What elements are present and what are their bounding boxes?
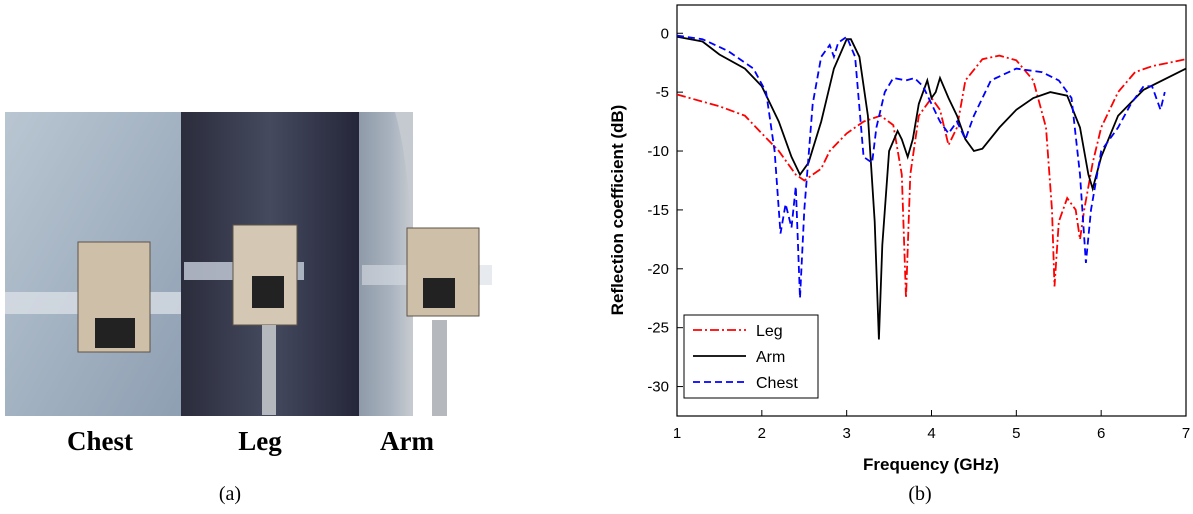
- y-axis-label: Reflection coefficient (dB): [608, 105, 627, 316]
- y-tick-label: 0: [661, 25, 669, 42]
- y-tick-label: -15: [647, 202, 669, 219]
- y-tick-label: -25: [647, 320, 669, 337]
- plot: 1 2 3 4 5 6 7 0 -5 -10 -15 -20 -25 -30 Leg Arm Chest: [647, 4, 1190, 442]
- y-tick-label: -10: [647, 143, 669, 160]
- photo-label: Leg: [238, 426, 282, 456]
- panel-label: (a): [219, 483, 241, 505]
- connector: [432, 320, 447, 416]
- y-tick-label: -30: [647, 379, 669, 396]
- x-tick-label: 7: [1182, 425, 1190, 442]
- x-tick-label: 4: [927, 425, 935, 442]
- antenna-ground: [252, 276, 284, 308]
- antenna: [232, 224, 298, 326]
- legend-label: Arm: [756, 349, 785, 366]
- y-tick-label: -5: [656, 84, 669, 101]
- x-tick-label: 5: [1012, 425, 1020, 442]
- legend-label: Chest: [756, 375, 798, 392]
- antenna-ground: [95, 318, 135, 348]
- photo-arm: [359, 112, 413, 416]
- panel-label: (b): [908, 483, 931, 505]
- x-axis-label: Frequency (GHz): [863, 455, 999, 474]
- photos: [5, 112, 492, 416]
- photo-label: Arm: [380, 426, 434, 456]
- series-line: [676, 35, 1187, 340]
- y-tick-label: -20: [647, 261, 669, 278]
- x-tick-label: 3: [842, 425, 850, 442]
- x-tick-label: 2: [758, 425, 766, 442]
- series-line: [676, 34, 1166, 299]
- connector: [262, 325, 276, 415]
- photo-label: Chest: [67, 426, 133, 456]
- x-tick-label: 1: [673, 425, 681, 442]
- antenna-ground: [423, 278, 455, 308]
- x-tick-label: 6: [1097, 425, 1105, 442]
- legend-label: Leg: [756, 323, 783, 340]
- series-line: [676, 54, 1187, 299]
